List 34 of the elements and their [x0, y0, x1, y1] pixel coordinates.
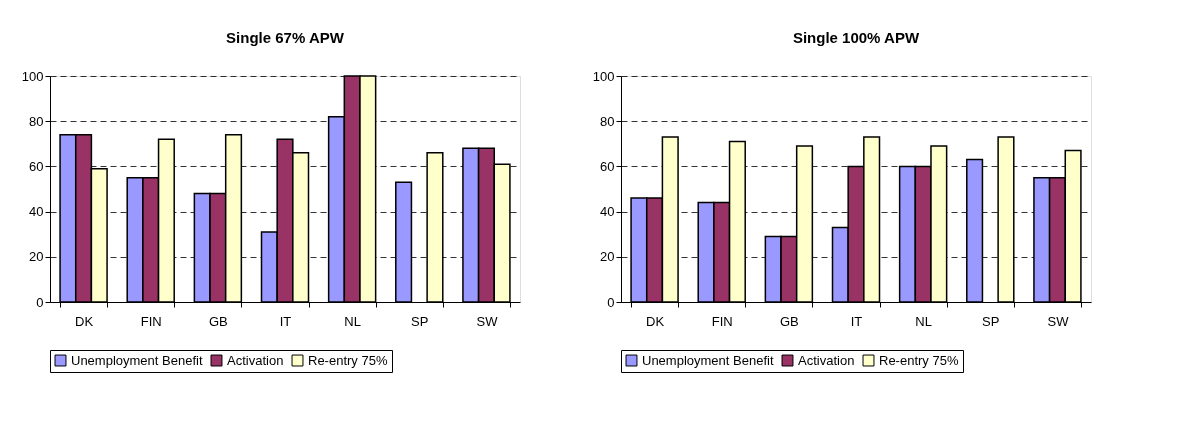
- x-tick-label: SP: [982, 313, 1000, 329]
- x-tick-label: DK: [75, 313, 94, 329]
- legend-label: Re-entry 75%: [879, 352, 959, 368]
- y-tick-label: 100: [592, 68, 615, 84]
- x-tick-label: NL: [915, 313, 932, 329]
- x-tick-label: IT: [850, 313, 863, 329]
- chart-title: Single 100% APW: [792, 29, 920, 46]
- y-tick-label: 80: [29, 113, 44, 129]
- y-tick-label: 20: [29, 249, 44, 265]
- x-tick-label: FIN: [711, 313, 733, 329]
- x-tick-label: FIN: [140, 313, 162, 329]
- x-tick-label: IT: [279, 313, 292, 329]
- legend-label: Re-entry 75%: [308, 352, 388, 368]
- x-tick-label: SP: [411, 313, 429, 329]
- y-tick-label: 20: [600, 249, 615, 265]
- legend-label: Activation: [227, 352, 284, 368]
- chart-title: Single 67% APW: [226, 29, 345, 46]
- y-tick-label: 0: [607, 294, 615, 310]
- x-tick-label: DK: [646, 313, 665, 329]
- x-tick-label: GB: [779, 313, 799, 329]
- y-tick-label: 0: [36, 294, 44, 310]
- y-tick-label: 100: [21, 68, 44, 84]
- x-tick-label: GB: [208, 313, 228, 329]
- legend-label: Unemployment Benefit: [642, 352, 774, 368]
- y-tick-label: 60: [29, 158, 44, 174]
- x-tick-label: NL: [344, 313, 361, 329]
- y-tick-label: 40: [600, 204, 615, 220]
- x-tick-label: SW: [476, 313, 499, 329]
- y-tick-label: 60: [600, 158, 615, 174]
- x-tick-label: SW: [1047, 313, 1070, 329]
- legend-label: Activation: [798, 352, 855, 368]
- legend-label: Unemployment Benefit: [71, 352, 203, 368]
- y-tick-label: 80: [600, 113, 615, 129]
- y-tick-label: 40: [29, 204, 44, 220]
